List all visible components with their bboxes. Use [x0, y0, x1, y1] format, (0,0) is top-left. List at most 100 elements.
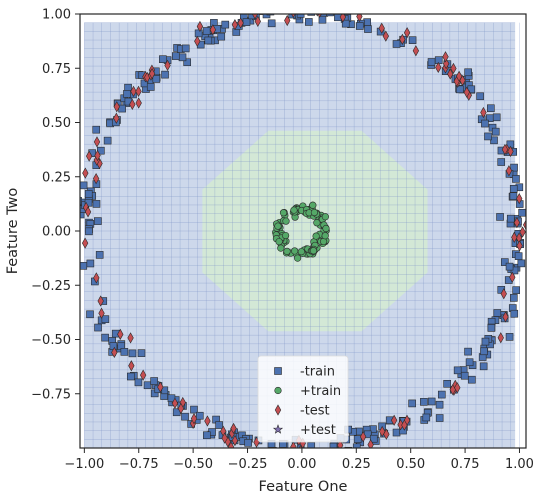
- data-point-train: [510, 266, 519, 275]
- legend-label: +train: [300, 384, 341, 399]
- data-point-test: [291, 14, 296, 19]
- data-point-train: [506, 214, 515, 223]
- data-point-test: [511, 231, 518, 244]
- data-point-train: [280, 2, 287, 9]
- data-point-train: [464, 68, 472, 77]
- data-point-train: [321, 213, 329, 221]
- data-point-train: [123, 90, 131, 98]
- data-point-train: [512, 286, 520, 294]
- data-point-train: [283, 4, 290, 11]
- data-point-train: [326, 14, 334, 17]
- data-point-test: [337, 439, 344, 448]
- data-point-train: [128, 349, 137, 358]
- data-point-test: [190, 412, 198, 425]
- y-tick-label: 0.00: [42, 225, 71, 240]
- data-point-train: [464, 347, 472, 356]
- data-point-test: [298, 444, 303, 448]
- data-point-train: [484, 132, 492, 141]
- x-tick-label: −0.25: [228, 457, 268, 472]
- data-point-test: [251, 14, 259, 20]
- data-point-test: [507, 145, 514, 158]
- data-point-test: [128, 360, 135, 372]
- data-point-train: [505, 262, 514, 271]
- data-point-train: [294, 254, 302, 262]
- data-point-test: [516, 240, 523, 252]
- data-point-train: [80, 262, 88, 270]
- legend-marker: [274, 386, 282, 395]
- data-point-train: [137, 349, 146, 357]
- legend-marker: [272, 424, 284, 434]
- data-point-train: [329, 447, 337, 448]
- data-point-train: [299, 5, 306, 12]
- y-tick-label: 0.50: [42, 116, 71, 131]
- data-point-train: [322, 224, 330, 233]
- legend-box: [257, 355, 349, 443]
- data-point-train: [493, 309, 502, 317]
- data-point-test: [140, 369, 147, 381]
- data-point-test: [317, 14, 322, 18]
- data-point-train: [274, 222, 282, 230]
- data-point-train: [476, 92, 484, 101]
- data-point-test: [390, 414, 398, 426]
- data-point-test: [148, 68, 156, 80]
- data-point-train: [286, 450, 293, 457]
- data-point-train: [283, 247, 291, 255]
- data-point-test: [97, 295, 104, 307]
- data-point-test: [442, 58, 450, 70]
- data-point-train: [517, 259, 526, 268]
- data-point-test: [86, 150, 93, 162]
- data-point-train: [80, 181, 88, 190]
- data-point-train: [329, 442, 338, 448]
- data-point-train: [194, 29, 203, 38]
- data-point-train: [282, 217, 290, 225]
- data-point-train: [512, 175, 520, 183]
- data-point-train: [178, 53, 187, 62]
- data-point-train: [313, 219, 321, 227]
- data-point-train: [86, 310, 94, 319]
- data-point-train: [146, 83, 155, 91]
- data-point-test: [209, 24, 217, 36]
- data-point-test: [135, 97, 142, 109]
- data-point-train: [341, 19, 350, 28]
- data-point-train: [531, 227, 538, 234]
- data-point-train: [101, 333, 109, 342]
- data-point-train: [297, 248, 305, 256]
- data-point-test: [290, 441, 297, 448]
- data-point-train: [291, 247, 299, 255]
- data-point-train: [310, 208, 319, 217]
- data-point-test: [227, 441, 235, 448]
- data-point-train: [455, 85, 464, 94]
- data-point-train: [497, 158, 506, 166]
- data-point-train: [152, 75, 161, 83]
- legend-label: -train: [300, 365, 335, 380]
- data-point-test: [84, 206, 92, 218]
- data-point-train: [92, 125, 101, 134]
- data-point-train: [282, 231, 290, 240]
- data-point-train: [500, 258, 509, 266]
- data-point-test: [455, 70, 463, 82]
- data-point-test: [129, 98, 136, 110]
- y-tick-label: −0.75: [31, 387, 71, 402]
- data-point-train: [420, 398, 428, 406]
- data-point-train: [364, 25, 372, 33]
- data-point-test: [231, 434, 239, 447]
- data-point-test: [401, 419, 408, 431]
- data-point-test: [501, 143, 509, 156]
- data-point-train: [312, 232, 320, 240]
- data-point-train: [221, 20, 230, 29]
- data-point-train: [363, 18, 371, 26]
- y-tick-label: 0.75: [42, 62, 71, 77]
- data-point-train: [318, 15, 327, 24]
- data-point-test: [450, 62, 457, 75]
- data-point-train: [94, 323, 102, 332]
- data-point-train: [279, 209, 288, 217]
- data-point-train: [242, 18, 251, 26]
- data-point-train: [369, 434, 378, 443]
- data-point-test: [516, 193, 523, 205]
- data-point-test: [500, 288, 507, 300]
- data-point-test: [367, 439, 374, 448]
- data-point-test: [231, 19, 239, 31]
- data-point-train: [422, 413, 431, 422]
- y-axis-title: Feature Two: [5, 188, 21, 275]
